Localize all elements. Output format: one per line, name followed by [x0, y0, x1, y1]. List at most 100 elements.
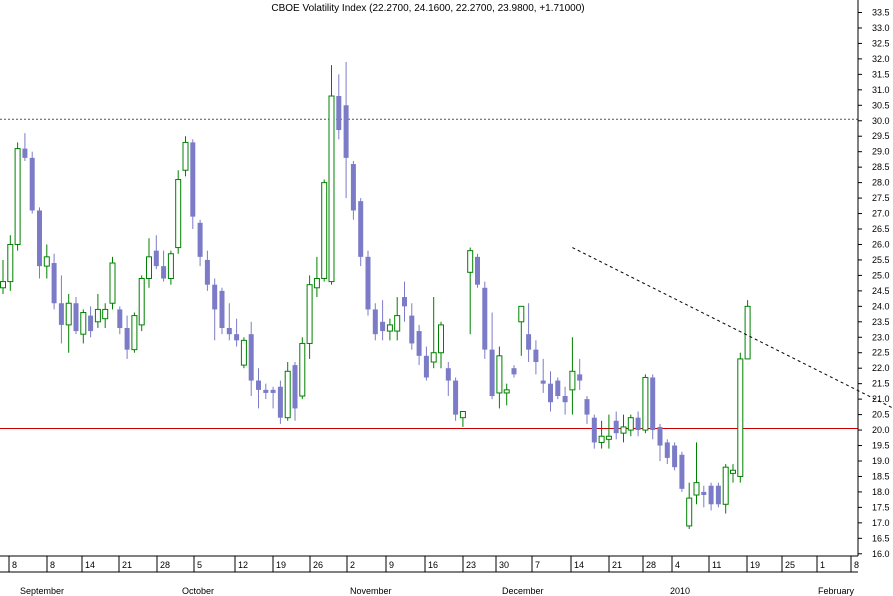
candle [562, 386, 568, 415]
candle-body [29, 157, 35, 211]
candle-body [358, 201, 364, 257]
candle [299, 337, 306, 400]
candle-body [386, 324, 393, 332]
candle [438, 321, 444, 369]
month-label: November [350, 586, 392, 596]
candle [548, 371, 553, 412]
candle-body [598, 435, 605, 443]
candle-body [328, 95, 335, 283]
candle [102, 303, 109, 328]
candle [526, 303, 532, 363]
candle [409, 303, 415, 350]
y-tick-label: 26.5 [872, 224, 890, 234]
candle [394, 297, 401, 341]
x-tick-label: 23 [466, 560, 476, 570]
y-tick-label: 17.5 [872, 502, 890, 512]
candle [29, 151, 35, 214]
y-tick-label: 21.5 [872, 379, 890, 389]
candle [146, 238, 152, 288]
candle [138, 275, 145, 332]
candle [744, 300, 751, 360]
x-tick-label: 8 [50, 560, 55, 570]
candle [277, 380, 283, 424]
candle [722, 464, 729, 514]
candle [292, 362, 298, 421]
candle-body [467, 250, 474, 273]
candle [14, 142, 21, 251]
candle [489, 312, 495, 400]
chart-title: CBOE Volatility Index (22.2700, 24.1600,… [271, 3, 584, 14]
x-tick-label: 4 [675, 560, 680, 570]
candle-body [445, 368, 451, 381]
candle [131, 312, 138, 353]
candle-body [102, 308, 109, 320]
candle-body [533, 349, 539, 363]
x-tick-label: 12 [238, 560, 248, 570]
candle-body [212, 284, 218, 310]
candle [7, 235, 14, 291]
x-tick-label: 19 [750, 560, 760, 570]
candle-body [336, 96, 342, 131]
candle [161, 250, 167, 282]
x-tick-label: 11 [712, 560, 721, 570]
month-label: September [20, 586, 64, 596]
candle-body [372, 309, 378, 335]
candle [365, 250, 371, 316]
x-tick-label: 9 [389, 560, 394, 570]
candle [627, 414, 634, 437]
candles [0, 61, 751, 530]
candle-body [430, 352, 437, 363]
x-tick-label: 28 [646, 560, 656, 570]
candle-body [708, 485, 714, 505]
candle-body [503, 389, 510, 394]
candle-body [167, 253, 174, 279]
y-tick-label: 28.0 [872, 178, 890, 188]
candle-body [475, 256, 480, 285]
x-tick-label: 30 [499, 560, 509, 570]
candle-body [22, 148, 28, 158]
candle [336, 74, 342, 140]
candle-body [263, 389, 269, 393]
candle-body [722, 466, 729, 505]
y-tick-label: 22.5 [872, 348, 890, 358]
candle [475, 253, 480, 288]
candle-body [350, 164, 356, 211]
candle-body [715, 485, 721, 505]
candle-body [453, 380, 459, 415]
candle-body [190, 142, 196, 217]
candle [686, 482, 693, 530]
candle [715, 482, 721, 508]
candle [430, 297, 437, 369]
candle-body [569, 370, 576, 391]
candle-body [459, 410, 466, 419]
y-tick-label: 17.0 [872, 518, 890, 528]
candle [642, 374, 649, 434]
y-tick-label: 32.0 [872, 54, 890, 64]
candle [175, 170, 182, 254]
candle-body [511, 368, 517, 375]
y-tick-label: 19.0 [872, 456, 890, 466]
candle-body [73, 303, 79, 332]
candle [117, 306, 123, 335]
candle [226, 303, 232, 341]
candle-body [577, 374, 583, 381]
candle [679, 451, 685, 492]
candle-body [482, 287, 488, 350]
candle [313, 256, 320, 298]
candle [402, 281, 407, 322]
y-tick-label: 30.5 [872, 100, 890, 110]
candle [569, 337, 576, 415]
y-tick-label: 29.0 [872, 147, 890, 157]
candle [620, 414, 627, 443]
candle-body [175, 179, 182, 249]
x-tick-label: 5 [197, 560, 202, 570]
candle [234, 318, 240, 347]
candle-body [131, 315, 138, 351]
candle-body [161, 266, 167, 279]
candle-body [37, 210, 42, 267]
candle-body [402, 297, 407, 307]
candle [445, 362, 451, 397]
candle [423, 346, 429, 381]
candle [540, 358, 546, 393]
y-tick-label: 27.0 [872, 209, 890, 219]
